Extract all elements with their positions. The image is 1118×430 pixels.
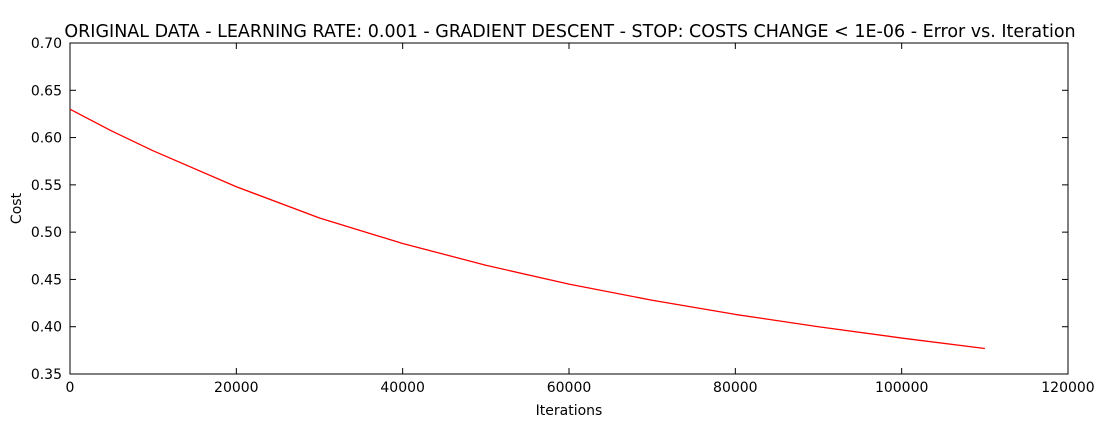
y-tick-label-5: 0.60 xyxy=(31,131,62,147)
x-tick-label-4: 80000 xyxy=(713,380,758,396)
x-tick-label-0: 0 xyxy=(66,380,75,396)
chart-title: ORIGINAL DATA - LEARNING RATE: 0.001 - G… xyxy=(64,22,1075,42)
y-tick-label-4: 0.55 xyxy=(31,178,62,194)
x-tick-label-6: 120000 xyxy=(1041,380,1094,396)
y-tick-label-1: 0.40 xyxy=(31,320,62,336)
plot-frame xyxy=(69,42,1069,375)
x-tick-label-1: 20000 xyxy=(214,380,259,396)
series-layer xyxy=(69,108,985,350)
y-tick-label-6: 0.65 xyxy=(31,83,62,99)
x-tick-label-5: 100000 xyxy=(875,380,928,396)
y-tick-label-0: 0.35 xyxy=(31,367,62,383)
axis-tick-labels: 0 20000 40000 60000 80000 100000 120000 0.35 0.4… xyxy=(31,36,1095,396)
y-tick-label-3: 0.50 xyxy=(31,225,62,241)
y-tick-label-7: 0.70 xyxy=(31,36,62,52)
x-tick-label-3: 60000 xyxy=(547,380,592,396)
series-line-0 xyxy=(69,108,985,350)
y-tick-label-2: 0.45 xyxy=(31,272,62,288)
x-tick-label-2: 40000 xyxy=(380,380,425,396)
axis-ticks xyxy=(69,42,1069,375)
x-axis-label: Iterations xyxy=(536,403,603,419)
y-axis-label: Cost xyxy=(9,192,25,224)
